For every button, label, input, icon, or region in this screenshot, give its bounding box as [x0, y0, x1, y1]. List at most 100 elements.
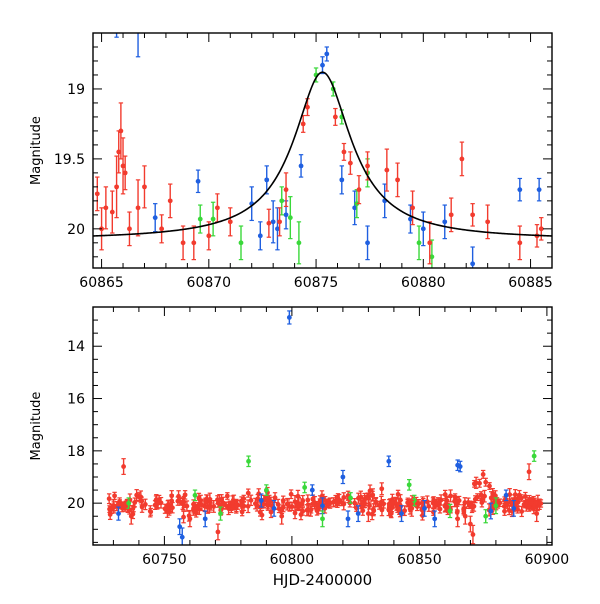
data-point-s2 — [470, 524, 476, 545]
band-point — [477, 478, 482, 488]
band-point — [199, 498, 205, 512]
data-point-s2 — [459, 141, 465, 177]
data-point-s0 — [258, 493, 264, 508]
x-tick-label: 60880 — [401, 275, 446, 291]
band-point — [107, 505, 113, 515]
band-point — [314, 500, 319, 511]
data-point-s0 — [152, 203, 158, 233]
band-point — [169, 490, 175, 502]
y-tick-label: 20 — [67, 222, 85, 238]
data-point-s1 — [126, 497, 132, 509]
band-point — [442, 489, 448, 500]
data-point-s1 — [218, 506, 223, 521]
data-point-s1 — [246, 455, 251, 468]
band-point — [424, 495, 430, 508]
x-tick-label: 60875 — [294, 275, 339, 291]
data-point-s0 — [324, 46, 330, 62]
data-point-s2 — [159, 214, 165, 244]
data-point-s1 — [483, 509, 489, 524]
data-point-s2 — [135, 179, 141, 237]
data-point-s2 — [167, 183, 173, 219]
data-point-s0 — [420, 211, 426, 247]
data-point-s2 — [187, 510, 193, 528]
band-point — [181, 495, 187, 509]
data-point-s2 — [366, 505, 371, 523]
data-point-s1 — [264, 484, 269, 496]
data-point-s0 — [339, 165, 345, 195]
band-point — [352, 498, 358, 508]
data-point-s0 — [340, 469, 346, 485]
data-point-s0 — [442, 204, 448, 240]
band-point — [233, 498, 239, 513]
data-point-s2 — [448, 197, 454, 233]
data-point-s2 — [94, 176, 100, 212]
band-point — [224, 492, 230, 500]
data-point-s1 — [531, 450, 537, 462]
x-tick-label: 60865 — [79, 275, 124, 291]
data-point-s2 — [127, 211, 132, 247]
panel-top: 60865 60870 60875 60880 60885 19 19.5 20 Magnitu… — [29, 32, 553, 291]
x-axis-label: HJD-2400000 — [273, 571, 372, 589]
band-point — [327, 497, 333, 509]
data-point-s2 — [122, 155, 128, 191]
plot-frame-bottom — [92, 306, 553, 546]
x-tick-label: 60800 — [270, 552, 315, 568]
y-tick-label: 16 — [67, 392, 85, 408]
y-tick-label: 20 — [67, 496, 85, 512]
x-tick-label: 60900 — [525, 552, 570, 568]
band-point — [230, 495, 235, 510]
band-point — [360, 505, 366, 516]
data-point-s0 — [271, 499, 277, 517]
data-point-s2 — [215, 523, 221, 541]
band-point — [452, 496, 458, 508]
data-point-s2 — [384, 148, 390, 192]
data-point-s0 — [135, 33, 141, 58]
y-axis-label: Magnitude — [29, 392, 44, 461]
band-point — [478, 491, 484, 499]
band-point — [256, 488, 262, 500]
data-point-s2 — [480, 469, 486, 479]
band-point — [181, 510, 186, 524]
data-point-s2 — [332, 107, 338, 126]
band-point — [335, 493, 341, 505]
band-point — [487, 482, 492, 490]
data-point-s2 — [206, 221, 212, 251]
band-point — [369, 508, 375, 521]
data-point-s2 — [462, 507, 468, 525]
data-point-s0 — [536, 177, 542, 202]
data-point-s0 — [298, 154, 304, 178]
band-point — [139, 496, 145, 506]
band-point — [252, 497, 258, 510]
band-point — [208, 502, 214, 511]
band-point — [519, 505, 525, 518]
band-point — [358, 490, 364, 504]
band-point — [341, 492, 347, 503]
band-point — [469, 501, 475, 512]
data-point-s1 — [287, 196, 293, 240]
band-point — [507, 488, 513, 502]
plot-area-bottom — [106, 310, 544, 545]
data-point-s0 — [179, 527, 185, 545]
data-point-s0 — [270, 200, 276, 244]
data-point-s2 — [118, 102, 124, 160]
data-point-s2 — [427, 221, 433, 265]
band-point — [305, 502, 311, 516]
band-point — [395, 489, 401, 499]
band-point — [155, 498, 161, 509]
data-point-s2 — [455, 510, 461, 528]
model-curve — [93, 71, 552, 237]
data-point-s2 — [485, 204, 491, 240]
data-point-s1 — [348, 492, 353, 504]
band-point — [448, 489, 453, 503]
data-point-s1 — [447, 503, 453, 519]
data-point-s2 — [410, 190, 415, 226]
data-point-s0 — [202, 510, 208, 528]
data-point-s0 — [457, 460, 463, 473]
data-point-s1 — [320, 510, 325, 528]
data-point-s2 — [109, 190, 115, 234]
y-tick-label: 14 — [67, 339, 85, 355]
data-point-s1 — [416, 225, 422, 261]
data-point-s2 — [283, 172, 289, 208]
band-point — [367, 484, 373, 498]
band-point — [217, 494, 222, 508]
